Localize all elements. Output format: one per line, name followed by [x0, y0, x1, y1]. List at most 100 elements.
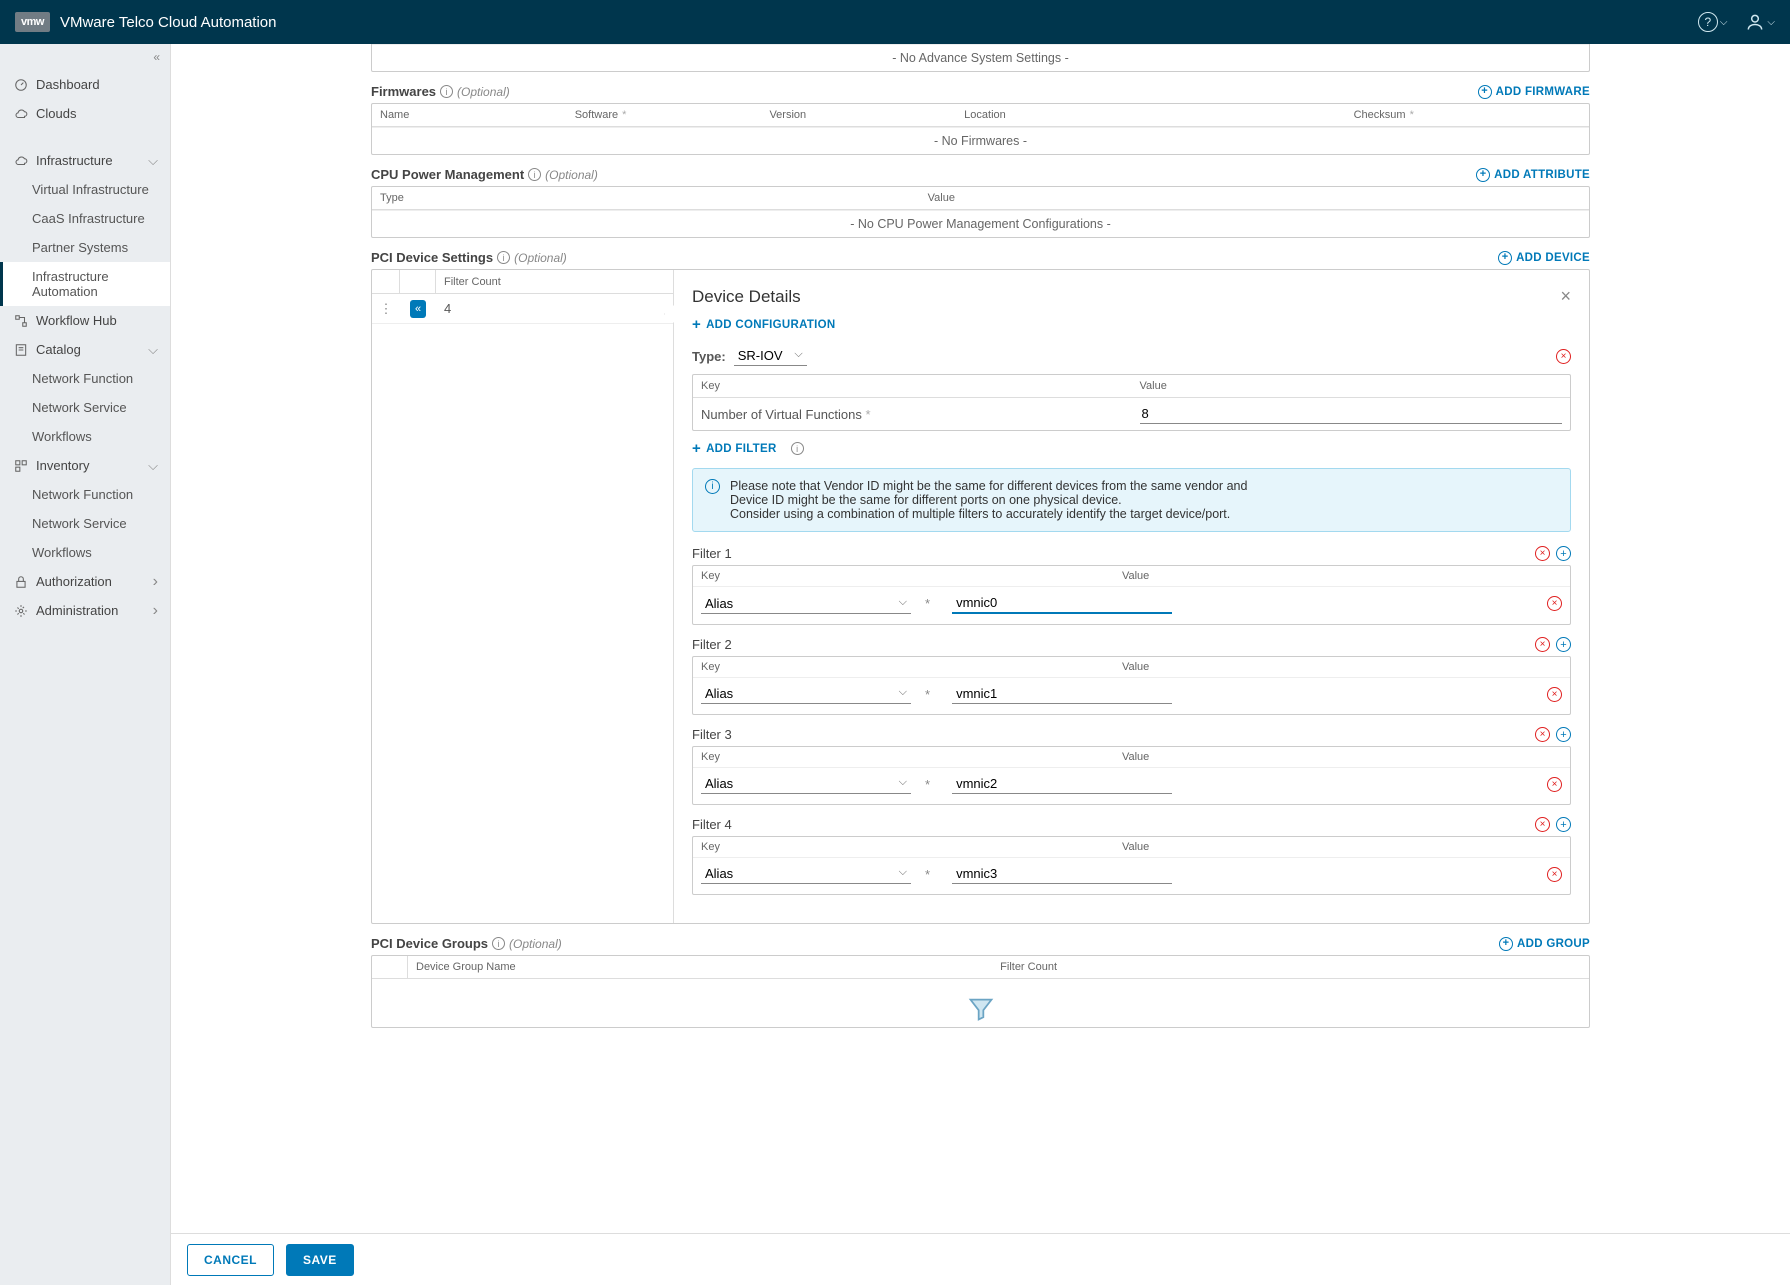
info-icon[interactable]: i — [497, 251, 510, 264]
main-content: - No Advance System Settings - Firmwares… — [171, 44, 1790, 1233]
vf-input[interactable] — [1140, 404, 1563, 424]
info-icon[interactable]: i — [440, 85, 453, 98]
sidebar: « Dashboard Clouds Infrastructure Virtua… — [0, 44, 171, 1285]
add-configuration-button[interactable]: + ADD CONFIGURATION — [692, 317, 1571, 332]
info-callout: i Please note that Vendor ID might be th… — [692, 468, 1571, 532]
nav-virtual-infra[interactable]: Virtual Infrastructure — [0, 175, 170, 204]
filter-key-select[interactable]: Alias — [701, 684, 911, 704]
row-actions-icon[interactable]: ⋮ — [372, 301, 400, 317]
close-icon[interactable]: × — [1560, 286, 1571, 307]
user-icon — [1745, 12, 1765, 32]
nav-infra-automation[interactable]: Infrastructure Automation — [0, 262, 170, 306]
plus-icon: + — [1499, 937, 1513, 951]
col-key: Key — [693, 566, 1114, 586]
remove-filter-icon[interactable]: × — [1535, 727, 1550, 742]
add-group-label: ADD GROUP — [1517, 938, 1590, 950]
info-icon[interactable]: i — [528, 168, 541, 181]
remove-filter-icon[interactable]: × — [1535, 817, 1550, 832]
nav-authorization[interactable]: Authorization — [0, 567, 170, 596]
nav-partner-systems[interactable]: Partner Systems — [0, 233, 170, 262]
cpu-title: CPU Power Management — [371, 167, 524, 182]
col-checksum: Checksum — [1354, 109, 1406, 121]
nav-label: Dashboard — [36, 77, 100, 92]
nav-label: Catalog — [36, 342, 81, 357]
filter-value-input[interactable] — [952, 593, 1172, 614]
add-device-button[interactable]: + ADD DEVICE — [1498, 251, 1590, 265]
nav-workflow-hub[interactable]: Workflow Hub — [0, 306, 170, 335]
chevron-down-icon: ⌵ — [1767, 17, 1775, 28]
nav-label: Workflow Hub — [36, 313, 117, 328]
nav-inv-ns[interactable]: Network Service — [0, 509, 170, 538]
advance-settings-empty: - No Advance System Settings - — [372, 44, 1589, 71]
add-attribute-label: ADD ATTRIBUTE — [1494, 169, 1590, 181]
nav-inv-nf[interactable]: Network Function — [0, 480, 170, 509]
device-details-panel: Device Details × + ADD CONFIGURATION Typ… — [674, 270, 1589, 923]
col-location: Location — [956, 104, 1345, 126]
collapse-sidebar-icon[interactable]: « — [153, 50, 160, 64]
remove-row-icon[interactable]: × — [1547, 777, 1562, 792]
nav-administration[interactable]: Administration — [0, 596, 170, 625]
firmwares-title: Firmwares — [371, 84, 436, 99]
add-device-label: ADD DEVICE — [1516, 252, 1590, 264]
add-firmware-button[interactable]: + ADD FIRMWARE — [1478, 85, 1590, 99]
add-config-label: ADD CONFIGURATION — [706, 319, 835, 331]
remove-filter-icon[interactable]: × — [1535, 546, 1550, 561]
help-menu[interactable]: ? ⌵ — [1698, 12, 1728, 32]
funnel-icon — [967, 995, 995, 1023]
nav-catalog[interactable]: Catalog — [0, 335, 170, 364]
filter-value-input[interactable] — [952, 684, 1172, 704]
add-filter-row-icon[interactable]: + — [1556, 546, 1571, 561]
col-version: Version — [761, 104, 956, 126]
nav-inventory[interactable]: Inventory — [0, 451, 170, 480]
col-software: Software — [575, 109, 618, 121]
nav-label: Administration — [36, 603, 118, 618]
nav-catalog-ns[interactable]: Network Service — [0, 393, 170, 422]
help-icon: ? — [1698, 12, 1718, 32]
nav-inv-wf[interactable]: Workflows — [0, 538, 170, 567]
nav-label: Workflows — [32, 429, 92, 444]
add-group-button[interactable]: + ADD GROUP — [1499, 937, 1590, 951]
nav-infrastructure[interactable]: Infrastructure — [0, 146, 170, 175]
filter-title: Filter 4 — [692, 817, 732, 832]
nav-caas-infra[interactable]: CaaS Infrastructure — [0, 204, 170, 233]
col-key: Key — [693, 657, 1114, 677]
save-button[interactable]: SAVE — [286, 1244, 354, 1276]
pci-device-row[interactable]: ⋮ « 4 — [372, 294, 673, 324]
app-header: vmw VMware Telco Cloud Automation ? ⌵ ⌵ — [0, 0, 1790, 44]
add-firmware-label: ADD FIRMWARE — [1496, 86, 1590, 98]
remove-filter-icon[interactable]: × — [1535, 637, 1550, 652]
remove-type-icon[interactable]: × — [1556, 349, 1571, 364]
nav-dashboard[interactable]: Dashboard — [0, 70, 170, 99]
remove-row-icon[interactable]: × — [1547, 687, 1562, 702]
add-filter-row-icon[interactable]: + — [1556, 637, 1571, 652]
type-label: Type: — [692, 349, 726, 364]
filter-value-input[interactable] — [952, 864, 1172, 884]
add-attribute-button[interactable]: + ADD ATTRIBUTE — [1476, 168, 1590, 182]
remove-row-icon[interactable]: × — [1547, 867, 1562, 882]
remove-row-icon[interactable]: × — [1547, 596, 1562, 611]
user-menu[interactable]: ⌵ — [1745, 12, 1775, 32]
info-line: Please note that Vendor ID might be the … — [730, 479, 1247, 493]
type-select[interactable]: SR-IOV — [734, 346, 807, 366]
nav-clouds[interactable]: Clouds — [0, 99, 170, 128]
add-filter-row-icon[interactable]: + — [1556, 727, 1571, 742]
collapse-detail-icon[interactable]: « — [410, 300, 426, 318]
filter-key-select[interactable]: Alias — [701, 594, 911, 614]
filter-block: Filter 4 × + Key Value Alias * × — [692, 817, 1571, 895]
filter-value-input[interactable] — [952, 774, 1172, 794]
optional-label: (Optional) — [457, 85, 510, 99]
col-value: Value — [1132, 375, 1571, 397]
cancel-button[interactable]: CANCEL — [187, 1244, 274, 1276]
nav-catalog-wf[interactable]: Workflows — [0, 422, 170, 451]
col-group-name: Device Group Name — [408, 956, 992, 978]
filter-key-select[interactable]: Alias — [701, 774, 911, 794]
info-icon[interactable]: i — [791, 442, 804, 455]
add-filter-button[interactable]: + ADD FILTER — [692, 441, 777, 456]
col-key: Key — [693, 837, 1114, 857]
info-icon: i — [705, 479, 720, 494]
firmwares-empty: - No Firmwares - — [372, 127, 1589, 154]
info-icon[interactable]: i — [492, 937, 505, 950]
nav-catalog-nf[interactable]: Network Function — [0, 364, 170, 393]
add-filter-row-icon[interactable]: + — [1556, 817, 1571, 832]
filter-key-select[interactable]: Alias — [701, 864, 911, 884]
